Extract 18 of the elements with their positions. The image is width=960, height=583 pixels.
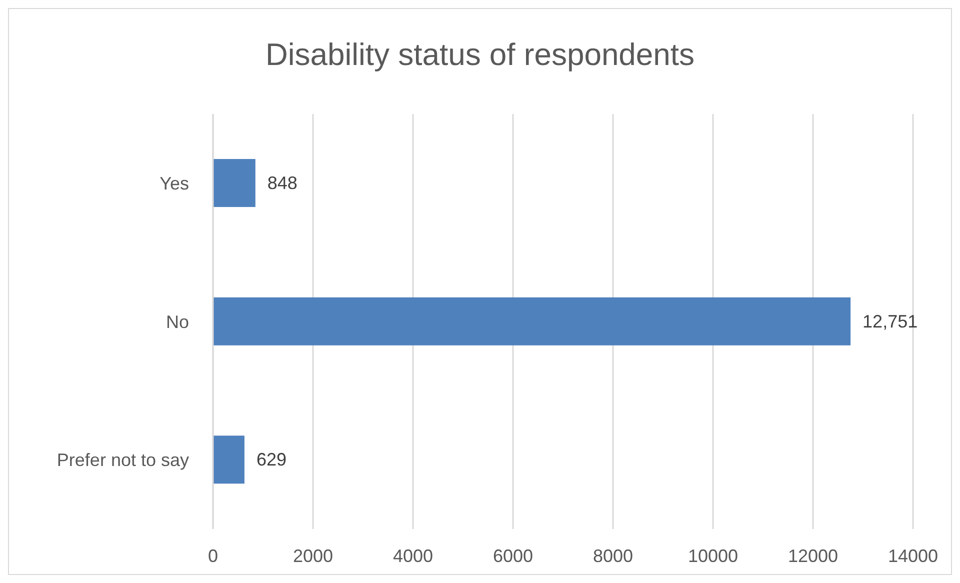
chart-title: Disability status of respondents bbox=[264, 37, 696, 73]
y-tick-label: Yes bbox=[160, 174, 189, 194]
data-label: 629 bbox=[256, 450, 286, 470]
y-tick-label: No bbox=[166, 312, 189, 332]
bar bbox=[213, 436, 244, 484]
bar bbox=[213, 297, 851, 346]
x-tick-label: 4000 bbox=[392, 546, 434, 566]
x-tick-label: 10000 bbox=[688, 546, 738, 566]
data-label: 848 bbox=[267, 173, 298, 193]
y-tick-label: Prefer not to say bbox=[56, 450, 189, 470]
x-tick-label: 12000 bbox=[788, 546, 838, 566]
x-tick-label: 14000 bbox=[888, 546, 938, 566]
bar bbox=[213, 159, 256, 207]
x-tick-label: 2000 bbox=[292, 546, 334, 566]
x-tick-label: 8000 bbox=[592, 546, 634, 566]
data-label: 12,751 bbox=[862, 311, 918, 332]
x-tick-label: 6000 bbox=[492, 546, 534, 566]
x-tick-label: 0 bbox=[208, 546, 218, 566]
